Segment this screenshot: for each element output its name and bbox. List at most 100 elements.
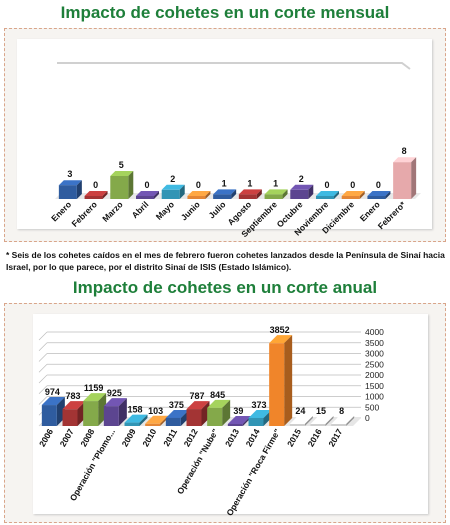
monthly-category-label: Mayo: [154, 199, 176, 221]
annual-category-label: Operación "Nube": [175, 427, 221, 496]
back-wall-line: [57, 62, 411, 70]
monthly-bar: [58, 180, 82, 199]
monthly-category-label: Abril: [130, 199, 151, 220]
annual-bar: [103, 398, 127, 426]
monthly-value-label: 5: [119, 160, 124, 170]
annual-value-label: 103: [148, 406, 163, 416]
monthly-value-label: 0: [350, 180, 355, 190]
annual-bar: [124, 414, 148, 426]
monthly-value-label: 0: [93, 180, 98, 190]
annual-bar: [310, 416, 334, 426]
annual-bar: [207, 399, 231, 426]
annual-value-label: 974: [45, 387, 60, 397]
monthly-value-label: 2: [170, 174, 175, 184]
gridline-depth: [38, 396, 48, 405]
annual-category-label: 2006: [37, 427, 55, 449]
monthly-bar: [187, 191, 211, 199]
gridline-depth: [38, 364, 48, 373]
annual-category-label: 2007: [58, 427, 76, 449]
monthly-bar: [213, 189, 237, 199]
monthly-bar: [136, 191, 159, 199]
monthly-bar: [290, 184, 314, 199]
annual-category-label: 2012: [182, 427, 200, 449]
monthly-category-label: Febrero*: [376, 199, 408, 231]
y-tick-label: 0: [365, 413, 370, 423]
annual-category-label: 2010: [140, 427, 158, 449]
chart-floor: [55, 193, 421, 199]
monthly-value-label: 8: [402, 146, 407, 156]
annual-plot-area: 0 500 1000 1500 2000 2500 3000 3500 4000 974 2006 7…: [33, 314, 428, 518]
annual-value-label: 787: [189, 391, 204, 401]
monthly-bar: [84, 191, 108, 199]
monthly-bar-chart: 3Enero0Febrero5Marzo0Abril2Mayo0Junio1Ju…: [49, 62, 421, 239]
monthly-value-label: 3: [67, 169, 72, 179]
monthly-category-label: Febrero: [70, 199, 99, 228]
annual-bar: [269, 335, 293, 426]
monthly-category-label: Junio: [179, 199, 202, 222]
annual-value-label: 24: [295, 406, 305, 416]
monthly-bar: [316, 191, 339, 199]
monthly-plot-area: 3 Enero 0 Febrero 5 Marzo 0 Abril 2 Mayo 0 Junio 1 Ju…: [17, 39, 432, 239]
monthly-bar: [238, 189, 262, 199]
monthly-chart-panel: 3 Enero 0 Febrero 5 Marzo 0 Abril 2 Mayo 0 Junio 1 Ju…: [4, 28, 446, 242]
monthly-chart-title: Impacto de cohetes en un corte mensual: [60, 3, 390, 22]
y-tick-label: 2000: [365, 370, 384, 380]
annual-value-label: 158: [127, 405, 142, 415]
gridline-depth: [38, 353, 48, 362]
monthly-bar: [367, 191, 391, 199]
monthly-category-label: Marzo: [100, 199, 124, 223]
annual-value-label: 783: [65, 391, 80, 401]
annual-category-label: 2017: [326, 427, 344, 449]
annual-category-label: 2015: [285, 427, 303, 449]
monthly-category-label: Enero: [358, 199, 382, 223]
y-tick-label: 4000: [365, 327, 384, 337]
gridline-depth: [38, 385, 48, 394]
annual-bar: [83, 393, 107, 426]
y-tick-label: 1500: [365, 381, 384, 391]
y-tick-label: 3000: [365, 349, 384, 359]
gridline-depth: [38, 342, 48, 351]
annual-bar: [331, 416, 355, 426]
gridline-depth: [38, 331, 48, 341]
annual-category-label: 2011: [161, 427, 179, 448]
annual-category-label: 2009: [120, 427, 138, 449]
gridline-depth: [38, 374, 48, 384]
monthly-value-label: 0: [144, 180, 149, 190]
annual-value-label: 39: [233, 406, 243, 416]
y-tick-label: 1000: [365, 392, 384, 402]
monthly-bar: [393, 157, 417, 199]
annual-category-label: 2014: [244, 427, 262, 449]
monthly-bar: [264, 189, 288, 199]
y-tick-label: 3500: [365, 338, 384, 348]
monthly-bar: [161, 184, 185, 199]
monthly-value-label: 1: [273, 178, 278, 188]
annual-value-label: 15: [316, 406, 326, 416]
annual-chart-panel: 0 500 1000 1500 2000 2500 3000 3500 4000 974 2006 7…: [4, 303, 446, 523]
annual-value-label: 3852: [270, 325, 290, 335]
annual-chart-title: Impacto de cohetes en un corte anual: [72, 278, 378, 297]
annual-value-label: 373: [251, 400, 266, 410]
annual-value-label: 925: [107, 388, 122, 398]
annual-value-label: 375: [169, 400, 184, 410]
y-tick-label: 2500: [365, 359, 384, 369]
annual-value-label: 845: [210, 390, 225, 400]
annual-value-label: 1159: [84, 383, 104, 393]
monthly-value-label: 0: [196, 180, 201, 190]
monthly-category-label: Enero: [49, 199, 73, 223]
annual-category-label: 2008: [78, 427, 96, 449]
monthly-value-label: 1: [247, 178, 252, 188]
footnote: * Seis de los cohetes caídos en el mes d…: [6, 250, 445, 272]
annual-category-label: 2016: [306, 427, 324, 449]
monthly-bar: [341, 191, 365, 199]
annual-value-label: 8: [339, 406, 344, 416]
monthly-category-label: Julio: [206, 199, 227, 220]
monthly-value-label: 0: [324, 180, 329, 190]
monthly-value-label: 0: [376, 180, 381, 190]
annual-bar: [289, 416, 313, 426]
monthly-value-label: 1: [222, 178, 227, 188]
y-tick-label: 500: [365, 402, 379, 412]
annual-category-label: 2013: [223, 427, 241, 449]
monthly-bar: [110, 171, 134, 199]
monthly-value-label: 2: [299, 174, 304, 184]
